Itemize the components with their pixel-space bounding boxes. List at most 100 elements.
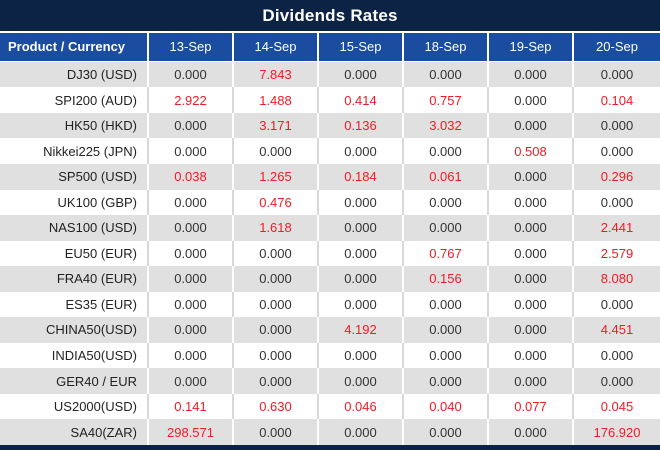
table-row: GER40 / EUR 0.000 0.000 0.000 0.000 0.000 0.00… [0,368,660,394]
table-row: Nikkei225 (JPN) 0.000 0.000 0.000 0.000 0.508… [0,138,660,164]
value-cell: 0.000 [317,240,403,267]
value-cell: 176.920 [572,419,660,445]
product-cell: NAS100 (USD) [48,220,137,236]
value-cell: 0.476 [232,189,318,216]
table-row: CHINA50(USD) 0.000 0.000 4.192 0.000 0.000 4.4… [0,317,660,343]
value-cell: 0.000 [572,189,660,216]
value-cell: 8.080 [572,266,660,292]
value-cell: 0.000 [232,266,318,292]
value-cell: 0.000 [147,112,233,139]
value-cell: 0.000 [317,189,403,216]
table-row: SP500 (USD) 0.038 1.265 0.184 0.061 0.000 0.29… [0,163,660,190]
value-cell: 0.000 [402,291,488,318]
value-cell: 0.000 [232,138,318,164]
value-cell: 0.045 [572,393,660,420]
value-cell: 4.192 [317,317,403,343]
value-cell: 0.000 [402,138,488,164]
value-cell: 0.000 [317,61,403,88]
column-header-product: Product / Currency [0,31,148,62]
value-cell: 0.000 [487,266,573,292]
value-cell: 1.265 [232,163,318,190]
value-cell: 0.000 [487,189,573,216]
value-cell: 0.040 [402,393,488,420]
value-cell: 0.000 [572,61,660,88]
product-cell: UK100 (GBP) [57,194,137,210]
value-cell: 0.000 [402,368,488,394]
value-cell: 0.000 [487,87,573,113]
product-cell: EU50 (EUR) [64,245,137,261]
value-cell: 0.104 [572,87,660,113]
value-cell: 2.922 [147,87,233,113]
product-cell: US2000(USD) [53,399,137,415]
column-header-date: 14-Sep [232,31,318,62]
value-cell: 0.296 [572,163,660,190]
product-cell: SP500 (USD) [58,169,137,185]
table-row: UK100 (GBP) 0.000 0.476 0.000 0.000 0.000 0.00… [0,189,660,216]
value-cell: 0.000 [572,342,660,369]
value-cell: 0.046 [317,393,403,420]
value-cell: 0.184 [317,163,403,190]
value-cell: 0.000 [147,368,233,394]
value-cell: 0.000 [232,342,318,369]
value-cell: 0.000 [147,342,233,369]
column-header-date: 18-Sep [402,31,488,62]
value-cell: 0.038 [147,163,233,190]
product-cell: INDIA50(USD) [51,347,137,363]
value-cell: 0.000 [487,61,573,88]
value-cell: 0.767 [402,240,488,267]
product-cell: HK50 (HKD) [64,118,137,134]
value-cell: 0.000 [317,266,403,292]
table-row: NAS100 (USD) 0.000 1.618 0.000 0.000 0.000 2.4… [0,215,660,241]
table-row: EU50 (EUR) 0.000 0.000 0.000 0.767 0.000 2.579 [0,240,660,267]
table-row: SPI200 (AUD) 2.922 1.488 0.414 0.757 0.000 0.1… [0,87,660,113]
value-cell: 0.000 [487,112,573,139]
product-cell: ES35 (EUR) [65,296,137,312]
value-cell: 0.000 [147,138,233,164]
product-cell: DJ30 (USD) [66,66,137,82]
value-cell: 0.000 [147,266,233,292]
value-cell: 0.000 [487,240,573,267]
table-row: HK50 (HKD) 0.000 3.171 0.136 3.032 0.000 0.000 [0,112,660,139]
table-row: FRA40 (EUR) 0.000 0.000 0.000 0.156 0.000 8.08… [0,266,660,292]
value-cell: 0.000 [572,112,660,139]
column-header-date: 20-Sep [572,31,660,62]
table-row: ES35 (EUR) 0.000 0.000 0.000 0.000 0.000 0.000 [0,291,660,318]
value-cell: 0.077 [487,393,573,420]
value-cell: 0.000 [402,317,488,343]
value-cell: 1.488 [232,87,318,113]
product-cell: Nikkei225 (JPN) [43,143,137,159]
value-cell: 0.000 [317,138,403,164]
value-cell: 0.630 [232,393,318,420]
value-cell: 0.000 [572,291,660,318]
value-cell: 298.571 [147,419,233,445]
value-cell: 0.000 [572,368,660,394]
value-cell: 0.000 [487,291,573,318]
value-cell: 2.579 [572,240,660,267]
value-cell: 0.000 [317,342,403,369]
value-cell: 0.000 [487,163,573,190]
value-cell: 0.000 [232,419,318,445]
table-row: US2000(USD) 0.141 0.630 0.046 0.040 0.077 0.04… [0,393,660,420]
value-cell: 0.000 [232,291,318,318]
value-cell: 0.000 [317,291,403,318]
value-cell: 0.156 [402,266,488,292]
dividends-table: Product / Currency 13-Sep 14-Sep 15-Sep 18-… [0,31,660,445]
value-cell: 3.171 [232,112,318,139]
value-cell: 0.000 [402,342,488,369]
value-cell: 0.000 [317,368,403,394]
value-cell: 0.000 [487,419,573,445]
value-cell: 0.414 [317,87,403,113]
value-cell: 0.508 [487,138,573,164]
title-bar: Dividends Rates [0,0,660,31]
table-container: Product / Currency 13-Sep 14-Sep 15-Sep 18-… [0,31,660,445]
table-row: DJ30 (USD) 0.000 7.843 0.000 0.000 0.000 0.000 [0,61,660,88]
value-cell: 0.061 [402,163,488,190]
value-cell: 1.618 [232,215,318,241]
value-cell: 0.000 [317,215,403,241]
value-cell: 0.000 [487,317,573,343]
value-cell: 0.000 [317,419,403,445]
value-cell: 0.000 [147,317,233,343]
value-cell: 0.000 [232,240,318,267]
footer-bar [0,445,660,450]
